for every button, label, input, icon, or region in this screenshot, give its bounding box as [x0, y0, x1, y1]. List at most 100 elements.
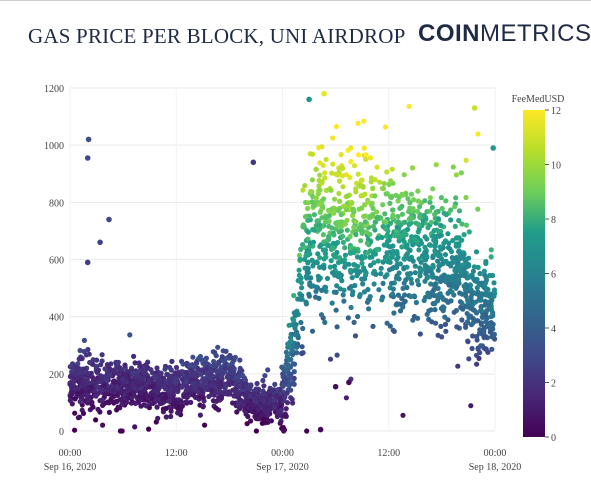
data-point: [172, 399, 178, 405]
data-point: [451, 309, 457, 315]
data-point: [155, 415, 161, 421]
data-point: [363, 213, 369, 219]
data-point: [438, 195, 444, 201]
data-point: [110, 378, 116, 385]
data-point: [441, 272, 447, 278]
data-point: [442, 252, 449, 258]
data-point: [100, 422, 106, 428]
data-point: [342, 260, 348, 267]
data-point: [332, 196, 338, 202]
data-point: [198, 371, 204, 377]
data-point: [401, 256, 407, 262]
data-point: [300, 325, 306, 332]
data-point: [309, 151, 316, 157]
data-point: [201, 376, 207, 382]
data-point: [483, 346, 489, 352]
data-point: [349, 213, 356, 219]
data-point: [404, 284, 410, 291]
data-point: [466, 255, 472, 261]
y-tick-label: 800: [49, 198, 64, 209]
data-point: [404, 245, 410, 251]
data-point: [474, 361, 480, 367]
data-point: [489, 346, 495, 352]
data-point: [146, 426, 152, 432]
data-point: [464, 284, 470, 290]
data-point: [384, 320, 390, 326]
data-point: [364, 229, 370, 235]
x-tick-label: 00:00: [271, 448, 294, 459]
data-point: [289, 348, 295, 354]
data-point: [311, 212, 317, 218]
data-point: [341, 287, 347, 293]
data-point: [162, 392, 169, 398]
data-point: [478, 321, 484, 327]
data-point: [306, 96, 312, 103]
data-point: [222, 365, 228, 371]
data-point: [322, 284, 328, 290]
data-point: [323, 215, 329, 221]
data-point: [334, 249, 340, 256]
data-point: [211, 362, 217, 368]
data-point: [280, 365, 286, 371]
data-point: [439, 205, 445, 212]
data-point: [190, 354, 196, 360]
data-point: [309, 257, 315, 263]
data-point: [102, 382, 108, 388]
data-point: [418, 240, 425, 246]
data-point: [370, 205, 376, 212]
data-point: [368, 175, 374, 181]
data-point: [455, 363, 461, 369]
data-point: [430, 186, 436, 192]
data-point: [435, 216, 441, 222]
data-point: [98, 362, 104, 368]
data-point: [190, 371, 196, 377]
data-point: [77, 399, 83, 405]
data-point: [280, 371, 286, 377]
data-point: [406, 255, 412, 261]
data-point: [488, 305, 494, 311]
data-point: [99, 387, 105, 393]
data-point: [67, 397, 73, 403]
data-point: [252, 413, 258, 420]
data-point: [478, 343, 484, 349]
data-point: [136, 394, 142, 400]
data-point: [359, 227, 365, 233]
data-point: [84, 259, 91, 266]
data-point: [471, 105, 478, 111]
data-point: [350, 206, 356, 212]
data-point: [212, 379, 218, 385]
data-point: [428, 281, 434, 287]
data-point: [418, 259, 424, 265]
data-point: [481, 268, 487, 274]
data-point: [336, 165, 342, 171]
data-point: [157, 382, 163, 388]
data-point: [460, 255, 466, 261]
data-point: [77, 376, 83, 382]
y-tick-label: 400: [49, 313, 64, 324]
data-point: [371, 260, 377, 266]
data-point: [472, 278, 478, 284]
data-point: [308, 188, 314, 195]
data-point: [146, 394, 152, 400]
data-point: [439, 277, 445, 283]
data-point: [235, 401, 241, 407]
data-point: [331, 232, 337, 238]
data-point: [80, 410, 87, 416]
data-point: [302, 214, 309, 220]
data-point: [422, 244, 428, 250]
colorbar-tick-label: 2: [551, 379, 556, 390]
data-point: [443, 258, 449, 264]
data-point: [322, 250, 328, 257]
data-point: [331, 210, 337, 216]
data-point: [81, 366, 87, 372]
data-point: [305, 229, 311, 235]
data-point: [230, 370, 236, 376]
data-point: [421, 212, 427, 219]
data-point: [284, 390, 290, 396]
data-point: [327, 356, 334, 362]
data-point: [407, 270, 414, 277]
data-point: [347, 233, 353, 240]
data-point: [168, 387, 174, 393]
data-point: [348, 159, 354, 165]
data-point: [274, 393, 280, 399]
